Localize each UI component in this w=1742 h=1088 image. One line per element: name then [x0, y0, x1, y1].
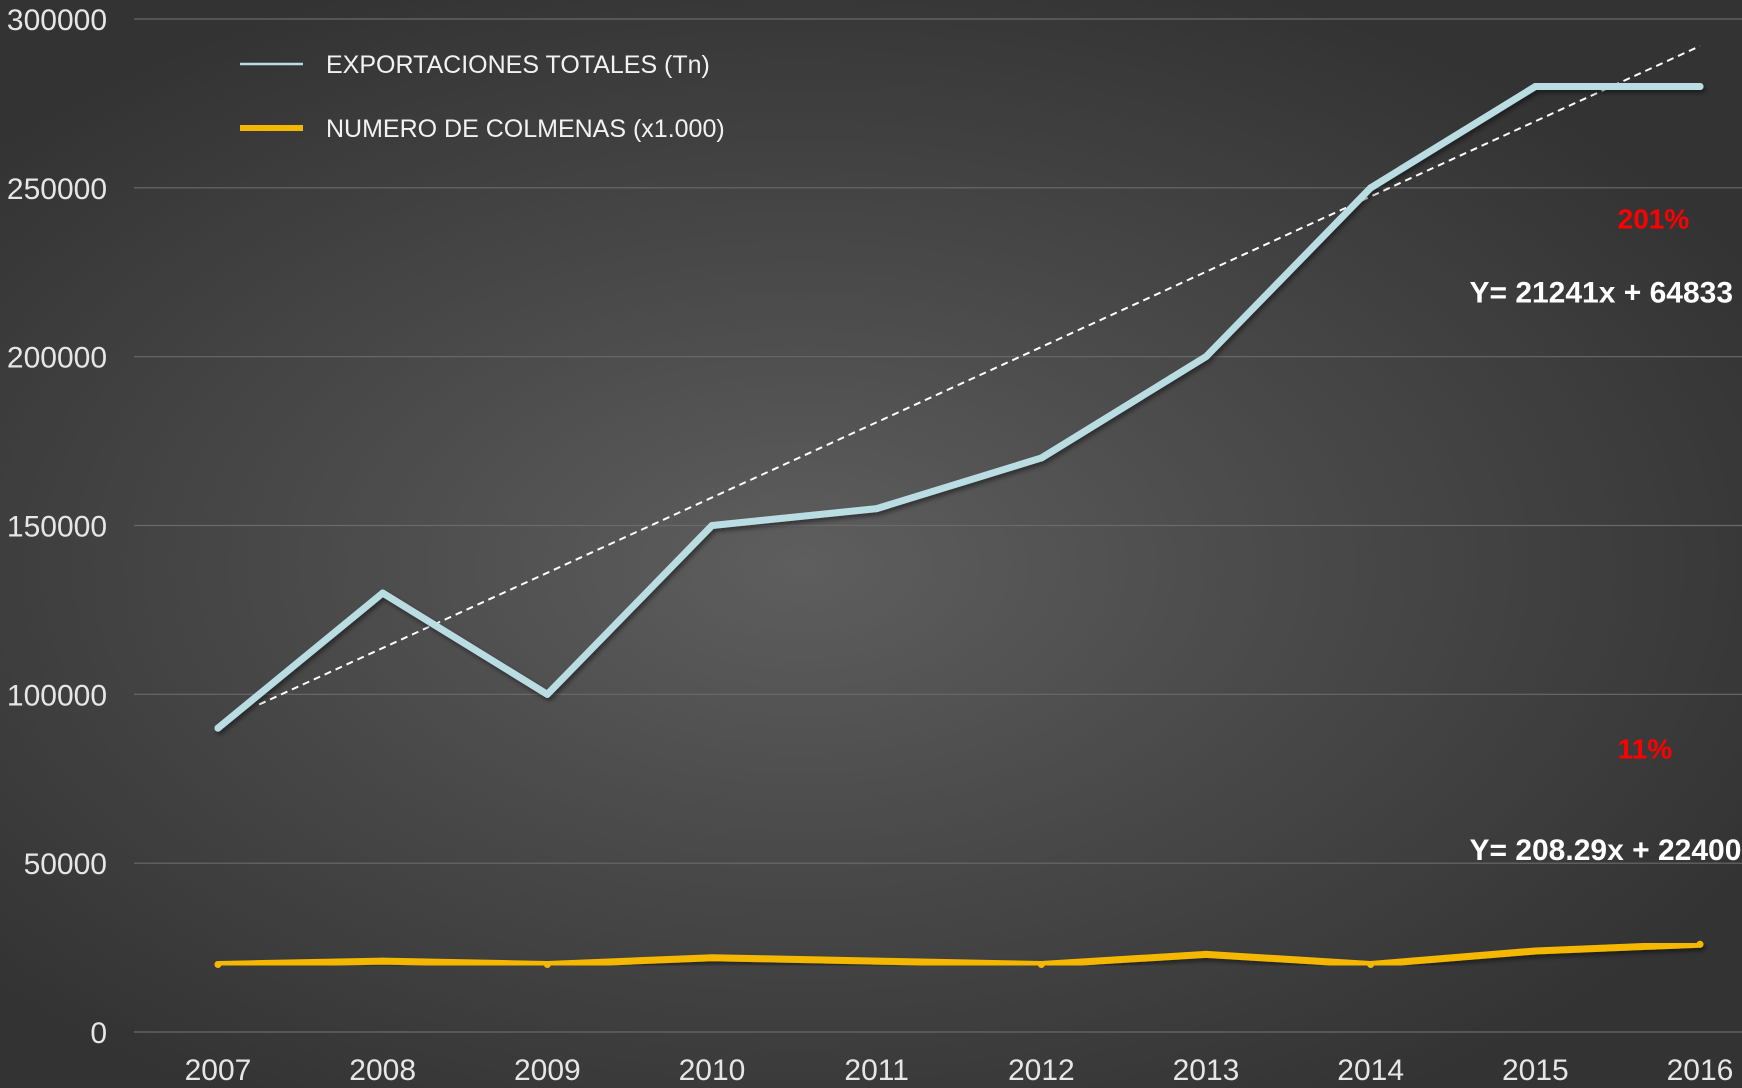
y-tick-label: 300000: [7, 4, 107, 37]
x-tick-label: 2007: [185, 1054, 252, 1087]
y-tick-label: 200000: [7, 342, 107, 375]
data-point: [214, 724, 222, 732]
data-point: [873, 957, 881, 965]
x-tick-label: 2008: [349, 1054, 416, 1087]
legend: EXPORTACIONES TOTALES (Tn) NUMERO DE COLM…: [240, 51, 725, 143]
x-tick-label: 2010: [679, 1054, 746, 1087]
x-tick-label: 2009: [514, 1054, 581, 1087]
data-point: [543, 960, 551, 968]
data-point: [543, 690, 551, 698]
data-point: [1696, 940, 1704, 948]
y-tick-label: 50000: [24, 848, 107, 881]
gridlines: [134, 18, 1742, 1033]
data-point: [708, 954, 716, 962]
percentage-annotation: 201%: [1618, 203, 1690, 234]
legend-label: NUMERO DE COLMENAS (x1.000): [326, 115, 725, 143]
data-point: [873, 505, 881, 513]
data-point: [1531, 83, 1539, 91]
data-point: [1367, 960, 1375, 968]
series-lines: [214, 83, 1704, 968]
data-point: [1202, 950, 1210, 958]
data-point: [379, 589, 387, 597]
trendline-exportaciones: [258, 45, 1701, 706]
y-tick-label: 150000: [7, 511, 107, 544]
series-line-colmenas: [214, 940, 1704, 968]
x-tick-label: 2012: [1008, 1054, 1075, 1087]
y-axis: 0 50000 100000 150000 200000 250000 300000: [7, 4, 107, 1050]
x-tick-label: 2013: [1173, 1054, 1240, 1087]
data-point: [1696, 83, 1704, 91]
data-point: [214, 960, 222, 968]
data-point: [1367, 184, 1375, 192]
data-point: [708, 522, 716, 529]
x-tick-label: 2016: [1667, 1054, 1734, 1087]
trend-equation-label: Y= 21241x + 64833: [1469, 277, 1733, 310]
x-tick-label: 2015: [1502, 1054, 1569, 1087]
data-point: [1531, 947, 1539, 955]
data-point: [379, 957, 387, 965]
percentage-annotation: 11%: [1618, 733, 1673, 764]
data-point: [1037, 960, 1045, 968]
y-tick-label: 250000: [7, 173, 107, 206]
x-axis: 2007 2008 2009 2010 2011 2012 2013 2014 2015 2016: [185, 1054, 1734, 1087]
series-line-exportaciones: [214, 83, 1704, 732]
data-point: [1037, 454, 1045, 462]
data-point: [1202, 353, 1210, 361]
trend-equation-label: Y= 208.29x + 22400: [1469, 834, 1741, 867]
trendlines: [258, 45, 1701, 706]
annotations: 201% Y= 21241x + 64833 11% Y= 208.29x + 224…: [1469, 203, 1741, 867]
x-tick-label: 2011: [844, 1054, 909, 1087]
legend-label: EXPORTACIONES TOTALES (Tn): [326, 51, 710, 79]
y-tick-label: 0: [90, 1017, 107, 1050]
x-tick-label: 2014: [1337, 1054, 1404, 1087]
y-tick-label: 100000: [7, 679, 107, 712]
